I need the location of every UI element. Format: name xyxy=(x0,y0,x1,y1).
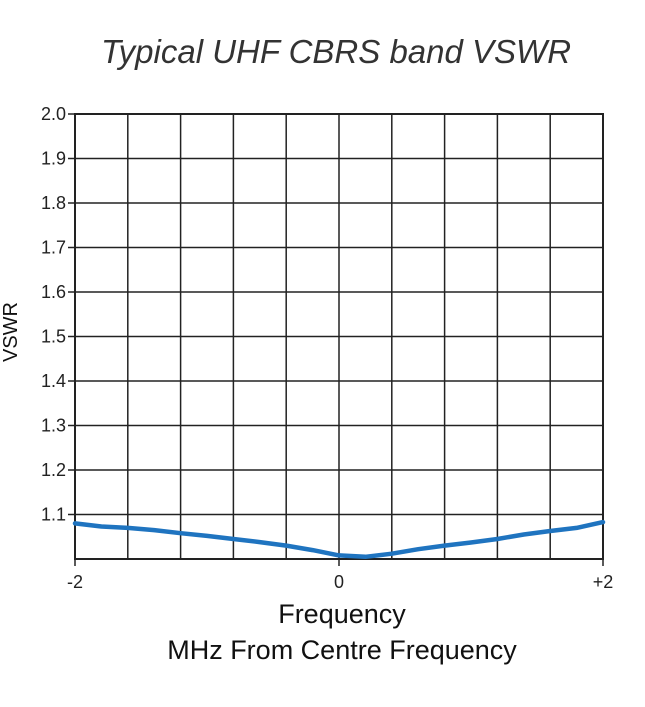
x-tick-label: -2 xyxy=(67,572,83,592)
vswr-data-point xyxy=(337,554,341,557)
y-tick-label: 1.6 xyxy=(41,282,66,302)
vswr-data-point xyxy=(496,537,499,541)
grid xyxy=(75,113,603,559)
vswr-data-point xyxy=(364,555,367,558)
y-tick-label: 1.3 xyxy=(41,416,66,436)
chart-title: Typical UHF CBRS band VSWR xyxy=(101,33,571,70)
x-tick-labels: -2 0 +2 xyxy=(67,559,613,592)
x-tick-label: +2 xyxy=(593,572,614,592)
y-tick-label: 2.0 xyxy=(41,104,66,124)
vswr-data-point xyxy=(205,534,209,538)
vswr-data-point xyxy=(522,533,525,536)
vswr-data-point xyxy=(232,537,235,541)
series-group xyxy=(72,519,606,560)
y-tick-label: 1.7 xyxy=(41,238,66,258)
vswr-data-point xyxy=(575,526,578,530)
vswr-data-point xyxy=(100,525,103,528)
vswr-data-point xyxy=(153,528,156,532)
y-tick-label: 1.8 xyxy=(41,193,66,213)
y-axis-label: VSWR xyxy=(0,302,22,362)
vswr-data-point xyxy=(469,541,473,544)
vswr-data-point xyxy=(417,548,420,551)
vswr-data-point xyxy=(443,544,446,547)
vswr-data-point xyxy=(601,520,605,524)
vswr-data-point xyxy=(179,531,182,535)
y-tick-label: 1.9 xyxy=(41,149,66,169)
x-axis-label: Frequency xyxy=(278,599,406,629)
vswr-data-point xyxy=(73,522,77,525)
y-tick-label: 1.4 xyxy=(41,371,66,391)
vswr-data-point xyxy=(549,529,552,533)
vswr-data-point xyxy=(311,548,314,552)
x-tick-label: 0 xyxy=(334,572,344,592)
x-axis-sublabel: MHz From Centre Frequency xyxy=(167,635,517,665)
vswr-data-point xyxy=(258,540,261,544)
y-tick-label: 1.2 xyxy=(41,460,66,480)
vswr-data-point xyxy=(126,526,129,530)
vswr-data-point xyxy=(390,552,393,555)
y-tick-label: 1.1 xyxy=(41,505,66,525)
y-tick-label: 1.5 xyxy=(41,327,66,347)
y-tick-labels: 1.1 1.2 1.3 1.4 1.5 1.6 1.7 1.8 1.9 2.0 xyxy=(41,104,75,525)
vswr-data-point xyxy=(285,544,288,547)
